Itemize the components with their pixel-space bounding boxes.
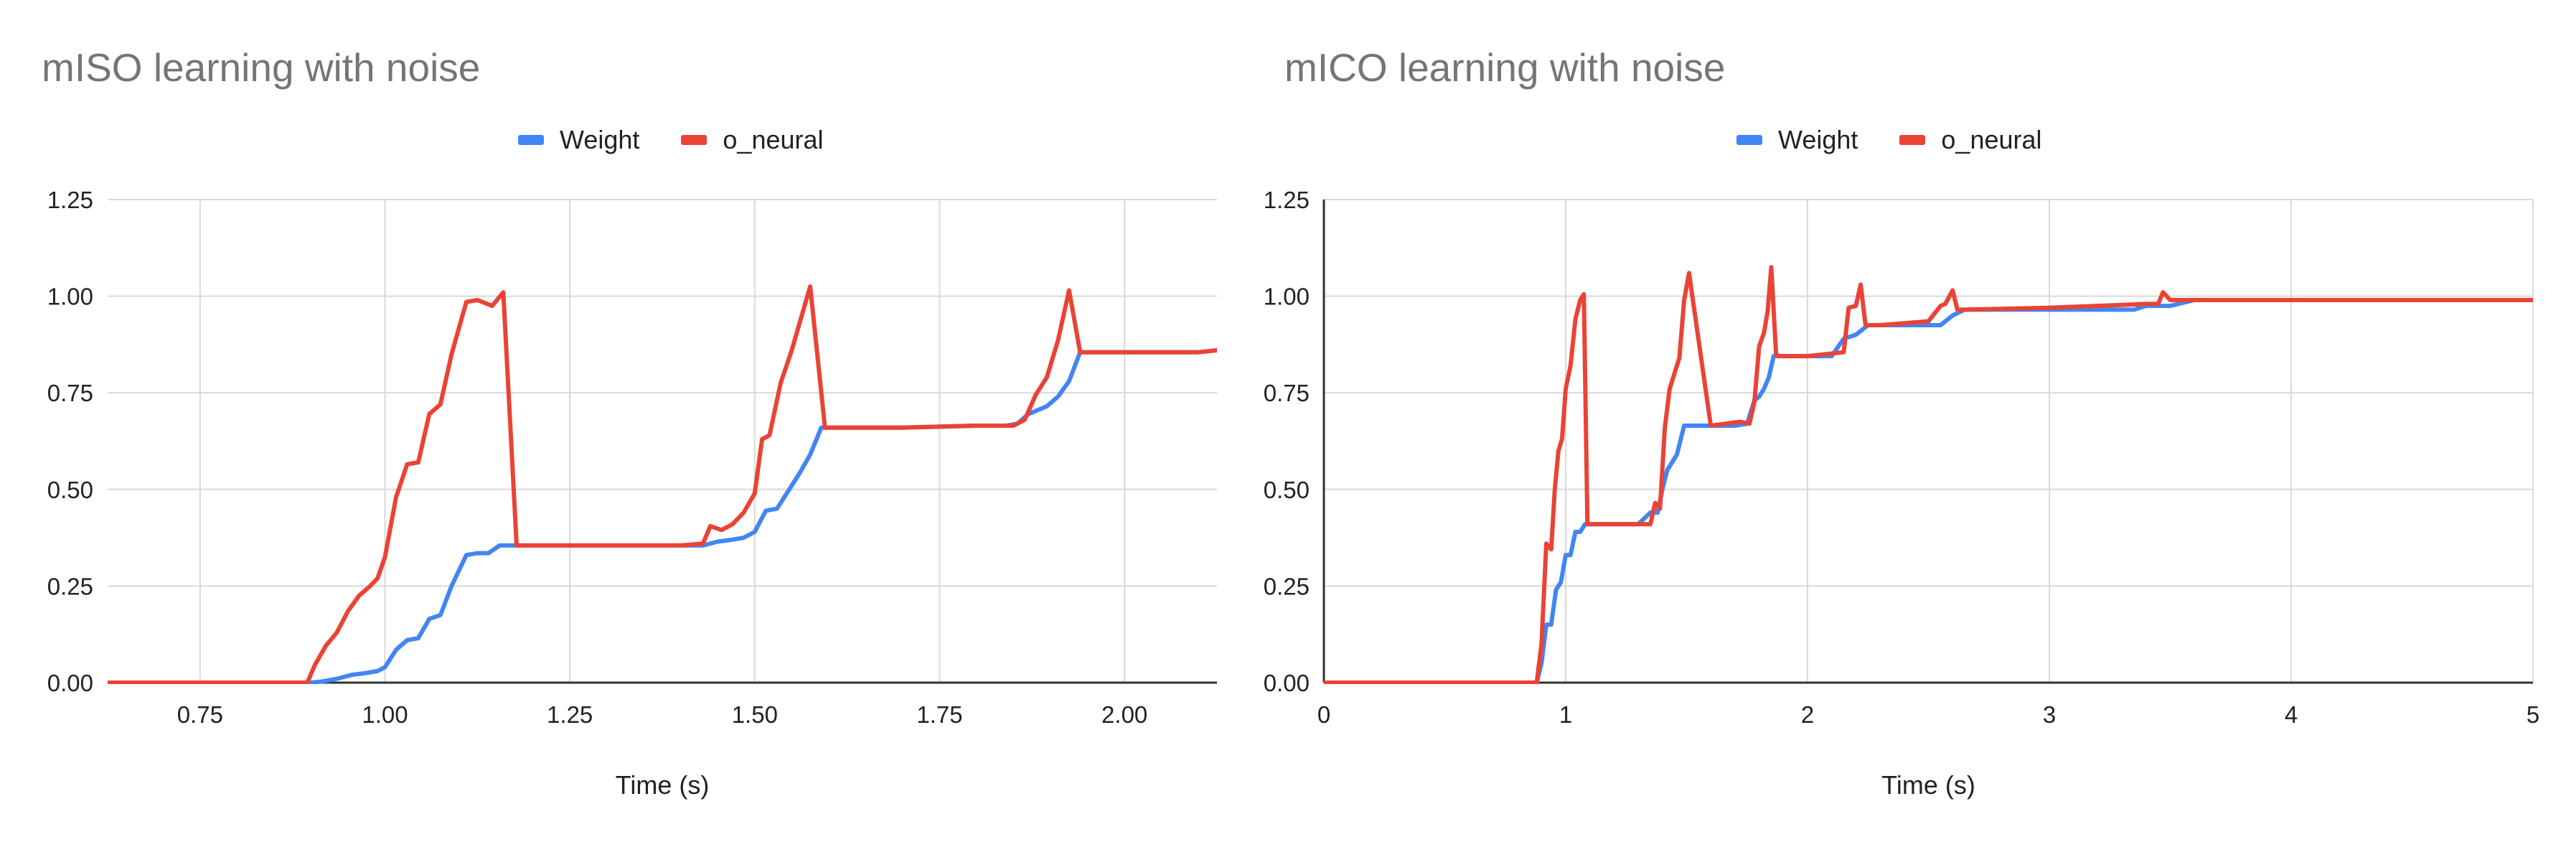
x-tick-label: 1 [1559,701,1572,728]
legend-label-o-neural: o_neural [723,125,824,154]
legend-swatch-weight [1736,135,1762,145]
legend-label-o-neural: o_neural [1941,125,2042,154]
x-tick-label: 1.25 [547,701,593,728]
chart-legend: Weight o_neural [518,123,865,156]
chart-plot-miso: 0.00 0.25 0.50 0.75 1.00 1.25 0.75 1.00 1.25 1.50… [47,187,1217,800]
x-tick-label: 1.75 [916,701,962,728]
y-tick-label: 0.25 [1264,573,1310,599]
x-axis-title: Time (s) [1881,770,1975,800]
x-tick-label: 2 [1801,701,1814,728]
y-tick-label: 0.25 [47,573,93,599]
y-tick-label: 0.00 [1264,670,1310,696]
y-tick-label: 1.25 [1264,187,1310,213]
y-tick-label: 1.00 [47,284,93,310]
x-tick-label: 0.75 [177,701,223,728]
y-tick-label: 0.50 [47,477,93,503]
chart-legend: Weight o_neural [1736,123,2084,156]
x-tick-label: 3 [2043,701,2056,728]
chart-plot-mico: 0.00 0.25 0.50 0.75 1.00 1.25 0 1 2 3 4 5 Time (s) [1264,187,2539,800]
series-line-weight[interactable] [1324,298,2533,684]
x-tick-label: 1.00 [362,701,408,728]
x-tick-label: 5 [2526,701,2539,728]
y-tick-label: 0.75 [1264,380,1310,406]
x-tick-label: 2.00 [1101,701,1147,728]
y-tick-label: 0.50 [1264,477,1310,503]
legend-item-weight[interactable]: Weight [1736,125,1858,155]
x-tick-label: 1.50 [732,701,778,728]
legend-swatch-o-neural [681,135,708,145]
chart-panel-mico: mICO learning with noise Weight o_neural… [1264,0,2576,842]
x-tick-label: 0 [1317,701,1330,728]
legend-swatch-o-neural [1899,135,1926,145]
x-tick-label: 4 [2285,701,2298,728]
legend-swatch-weight [518,135,544,145]
legend-item-o-neural[interactable]: o_neural [1899,125,2042,155]
chart-title: mICO learning with noise [1284,45,1726,90]
chart-title: mISO learning with noise [42,45,481,90]
y-tick-label: 1.25 [47,187,93,213]
y-tick-label: 0.75 [47,380,93,406]
series-line-o-neural[interactable] [1324,265,2533,684]
x-axis-title: Time (s) [616,770,710,800]
series-line-weight[interactable] [108,348,1217,684]
legend-label-weight: Weight [560,125,640,154]
chart-panel-miso: mISO learning with noise Weight o_neural… [0,0,1284,842]
legend-item-weight[interactable]: Weight [518,125,639,155]
y-tick-label: 0.00 [47,670,93,696]
legend-label-weight: Weight [1778,125,1858,154]
series-line-o-neural[interactable] [108,284,1217,684]
legend-item-o-neural[interactable]: o_neural [681,125,824,155]
y-tick-label: 1.00 [1264,284,1310,310]
